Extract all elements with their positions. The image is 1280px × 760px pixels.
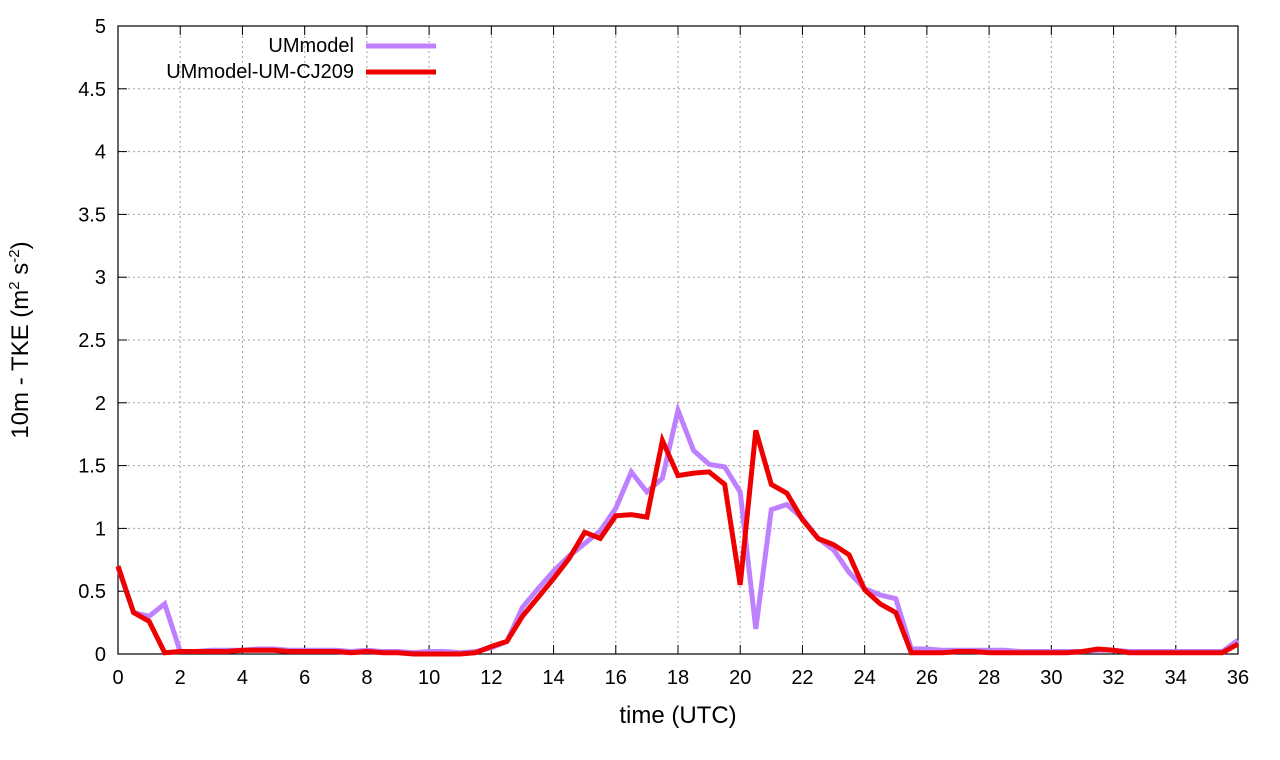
legend-label-ummodel: UMmodel: [268, 35, 354, 57]
y-axis-title-suffix: ): [7, 241, 34, 249]
x-tick-label: 30: [1040, 667, 1062, 689]
x-tick-label: 18: [667, 667, 689, 689]
series-layer: [115, 401, 1240, 657]
y-tick-label: 2: [95, 393, 106, 415]
grid-lines: [118, 26, 1238, 654]
legend: UMmodel UMmodel-UM-CJ209: [166, 35, 436, 83]
y-tick-label: 2.5: [78, 330, 106, 352]
x-tick-label: 22: [791, 667, 813, 689]
y-tick-label: 4.5: [78, 79, 106, 101]
y-tick-label: 1.5: [78, 456, 106, 478]
series-line-ummodel-um-cj209: [115, 429, 1240, 657]
y-axis-title: 10m - TKE (m2 s-2): [6, 241, 34, 438]
x-tick-label: 12: [480, 667, 502, 689]
x-tick-label: 2: [175, 667, 186, 689]
x-tick-label: 0: [112, 667, 123, 689]
x-tick-label: 10: [418, 667, 440, 689]
x-tick-label: 6: [299, 667, 310, 689]
axis-ticks: 0 2 4 6 8 10 12 14 16 18 20 22 24 26 28 30 32 34 3600.511.…: [78, 16, 1249, 689]
y-tick-label: 0: [95, 644, 106, 666]
x-axis-title: time (UTC): [619, 702, 736, 729]
x-tick-label: 34: [1165, 667, 1187, 689]
legend-label-ummodel-um-cj209: UMmodel-UM-CJ209: [166, 61, 354, 83]
y-axis-title-sup1: 2: [6, 281, 23, 289]
y-tick-label: 4: [95, 142, 106, 164]
y-tick-label: 0.5: [78, 581, 106, 603]
y-axis-title-sup2: -2: [6, 249, 23, 262]
y-tick-label: 5: [95, 16, 106, 38]
y-tick-label: 1: [95, 518, 106, 540]
y-tick-label: 3: [95, 267, 106, 289]
y-axis-title-prefix: 10m - TKE (m: [7, 290, 34, 439]
x-tick-label: 16: [605, 667, 627, 689]
x-tick-label: 14: [542, 667, 564, 689]
x-tick-label: 26: [916, 667, 938, 689]
y-axis-title-mid: s: [7, 263, 34, 282]
x-tick-label: 8: [361, 667, 372, 689]
x-tick-label: 28: [978, 667, 1000, 689]
y-tick-label: 3.5: [78, 204, 106, 226]
x-tick-label: 20: [729, 667, 751, 689]
x-tick-label: 24: [854, 667, 876, 689]
x-tick-label: 4: [237, 667, 248, 689]
x-tick-label: 32: [1102, 667, 1124, 689]
x-tick-label: 36: [1227, 667, 1249, 689]
